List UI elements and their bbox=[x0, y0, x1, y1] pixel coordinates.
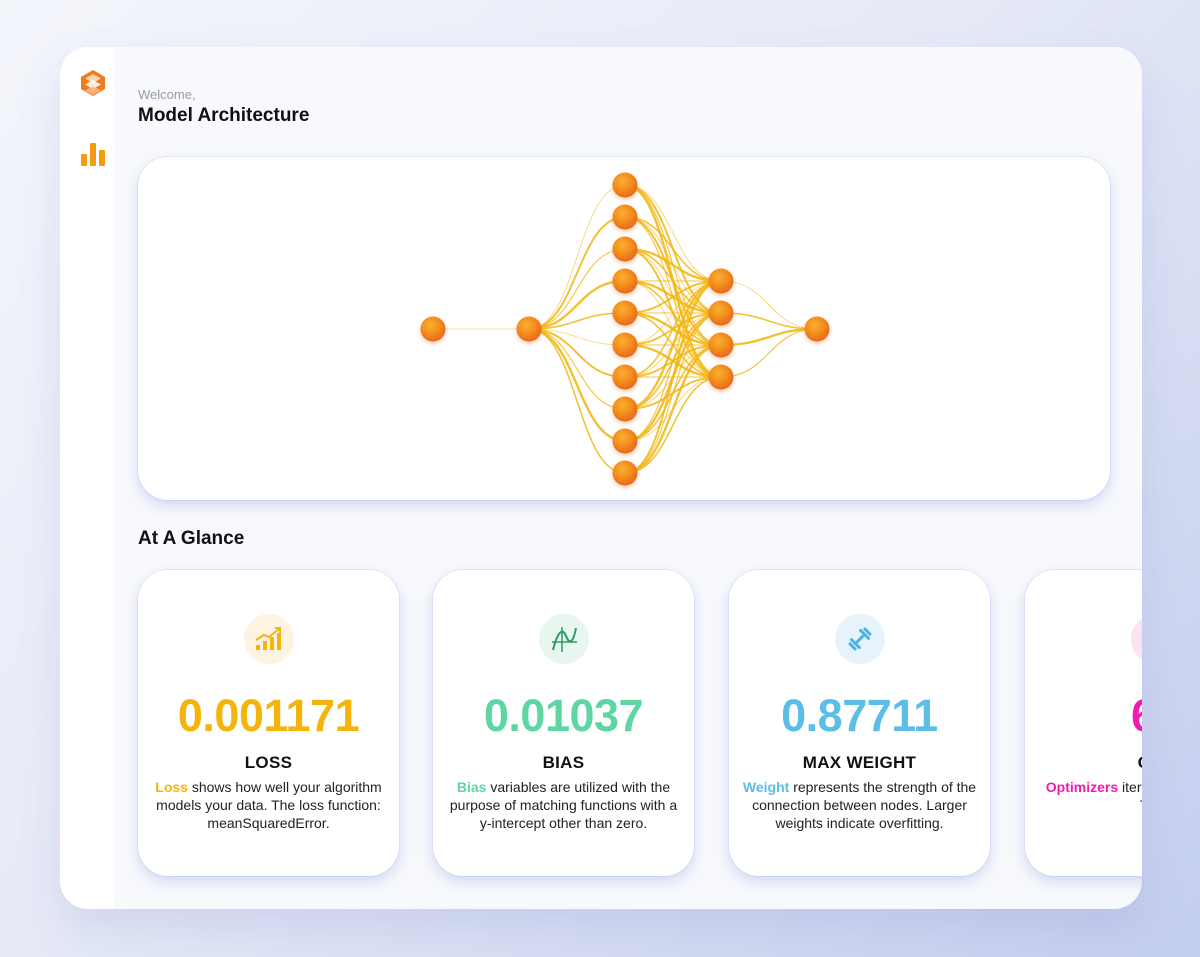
network-edge bbox=[528, 216, 626, 330]
network-edge bbox=[528, 184, 626, 330]
network-edge bbox=[624, 216, 722, 282]
network-edge bbox=[624, 376, 722, 474]
function-curve-icon bbox=[539, 614, 589, 664]
optimizer-label: OPT bbox=[1025, 753, 1142, 773]
network-node[interactable] bbox=[612, 364, 638, 390]
network-node[interactable] bbox=[516, 316, 542, 342]
bar-chart-icon[interactable] bbox=[80, 141, 106, 167]
network-edge bbox=[624, 280, 722, 474]
logo-icon[interactable] bbox=[80, 69, 106, 97]
network-node[interactable] bbox=[420, 316, 446, 342]
max-weight-description: Weight represents the strength of the co… bbox=[739, 778, 980, 832]
bias-card: 0.01037 BIAS Bias variables are utilized… bbox=[433, 570, 694, 876]
optimizer-value: 67 bbox=[1025, 690, 1142, 742]
network-edge bbox=[624, 247, 722, 283]
network-edge bbox=[624, 279, 722, 411]
optimizer-keyword: Optimizers bbox=[1045, 779, 1119, 795]
network-edge bbox=[624, 280, 722, 314]
network-edge bbox=[720, 327, 818, 347]
section-title-at-a-glance: At A Glance bbox=[138, 528, 245, 549]
network-node[interactable] bbox=[612, 268, 638, 294]
app-window: Welcome, Model Architecture At A Glance bbox=[60, 47, 1142, 909]
loss-description: Loss shows how well your algorithm model… bbox=[148, 778, 389, 832]
optimizer-description-text: iter accuracy of a error. The l bbox=[1122, 779, 1142, 813]
loss-card: 0.001171 LOSS Loss shows how well your a… bbox=[138, 570, 399, 876]
network-edge bbox=[720, 312, 818, 330]
max-weight-description-text: represents the strength of the connectio… bbox=[752, 779, 977, 831]
network-edge bbox=[528, 312, 626, 330]
network-node[interactable] bbox=[804, 316, 830, 342]
network-edge bbox=[528, 328, 626, 410]
network-edge bbox=[624, 312, 722, 474]
network-node[interactable] bbox=[612, 460, 638, 486]
optimizer-description: Optimizers iter accuracy of a error. The… bbox=[1035, 778, 1142, 814]
bias-description-text: variables are utilized with the purpose … bbox=[449, 779, 678, 831]
network-edge bbox=[528, 327, 626, 443]
loss-value: 0.001171 bbox=[177, 690, 360, 741]
optimizer-card: 67 OPT Optimizers iter accuracy of a err… bbox=[1025, 570, 1142, 876]
network-node[interactable] bbox=[612, 300, 638, 326]
loss-keyword: Loss bbox=[155, 779, 188, 795]
bias-value: 0.01037 bbox=[483, 690, 644, 741]
network-edge bbox=[624, 343, 722, 475]
network-node[interactable] bbox=[612, 332, 638, 358]
network-edge bbox=[720, 280, 818, 330]
network-edge bbox=[624, 280, 722, 346]
trend-up-bars-icon bbox=[244, 614, 294, 664]
weight-keyword: Weight bbox=[742, 779, 790, 795]
sidebar bbox=[60, 47, 114, 909]
network-edge bbox=[528, 248, 626, 330]
welcome-text: Welcome, bbox=[138, 87, 196, 102]
bias-description: Bias variables are utilized with the pur… bbox=[443, 778, 684, 832]
architecture-card bbox=[138, 157, 1110, 500]
network-node[interactable] bbox=[612, 204, 638, 230]
optimizer-icon bbox=[1131, 614, 1142, 664]
max-weight-label: MAX WEIGHT bbox=[802, 753, 917, 772]
network-edge bbox=[720, 328, 818, 378]
network-node[interactable] bbox=[708, 364, 734, 390]
network-edge bbox=[624, 280, 722, 442]
network-node[interactable] bbox=[612, 236, 638, 262]
max-weight-value: 0.87711 bbox=[781, 690, 938, 741]
network-node[interactable] bbox=[612, 428, 638, 454]
max-weight-card: 0.87711 MAX WEIGHT Weight represents the… bbox=[729, 570, 990, 876]
network-node[interactable] bbox=[612, 396, 638, 422]
network-node[interactable] bbox=[708, 332, 734, 358]
bias-label: BIAS bbox=[542, 753, 585, 772]
page-title: Model Architecture bbox=[138, 105, 310, 126]
neural-network-diagram bbox=[420, 172, 830, 486]
bias-keyword: Bias bbox=[456, 779, 487, 795]
network-node[interactable] bbox=[612, 172, 638, 198]
network-edge bbox=[528, 328, 626, 378]
network-node[interactable] bbox=[708, 300, 734, 326]
metric-cards: 0.001171 LOSS Loss shows how well your a… bbox=[138, 570, 1142, 880]
dumbbell-icon bbox=[835, 614, 885, 664]
loss-label: LOSS bbox=[244, 753, 293, 772]
network-edge bbox=[528, 279, 626, 331]
network-node[interactable] bbox=[708, 268, 734, 294]
loss-description-text: shows how well your algorithm models you… bbox=[156, 779, 382, 831]
network-edge bbox=[528, 328, 626, 474]
